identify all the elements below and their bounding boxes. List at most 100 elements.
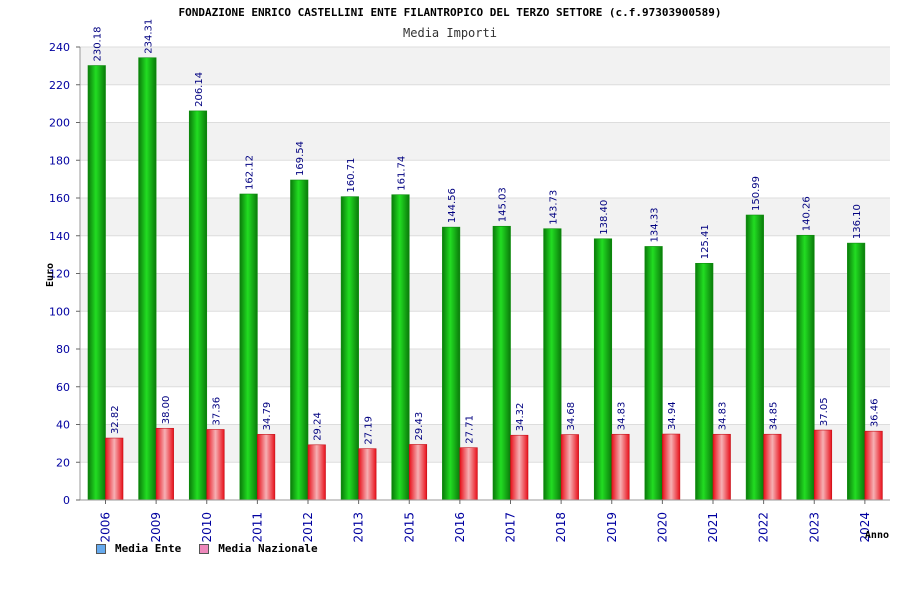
- bar-media-ente: [188, 110, 208, 501]
- bar-media-nazionale: [864, 430, 883, 501]
- x-tick-label: 2019: [605, 512, 619, 543]
- x-tick-label: 2010: [200, 512, 214, 543]
- y-tick-label: 200: [49, 117, 70, 130]
- data-label: 140.26: [802, 196, 813, 231]
- bar-media-ente: [87, 65, 106, 501]
- y-axis: 0 20 40 60 80 100 120 140 160 180 200 220 240: [49, 41, 81, 507]
- data-label: 136.10: [852, 204, 863, 239]
- data-label: 37.36: [212, 397, 223, 426]
- bar-media-nazionale: [813, 429, 833, 501]
- plot-band: [80, 47, 890, 85]
- bar-media-ente: [796, 234, 815, 501]
- legend-item-nazionale: Media Nazionale: [199, 542, 318, 555]
- chart-subtitle: Media Importi: [403, 26, 497, 40]
- data-label: 161.74: [397, 156, 408, 191]
- y-tick-label: 140: [49, 230, 70, 243]
- bar-media-ente: [290, 179, 309, 501]
- data-label: 145.03: [498, 187, 509, 222]
- x-tick-label: 2016: [453, 512, 467, 543]
- data-label: 29.24: [313, 412, 324, 441]
- data-label: 27.71: [465, 415, 476, 444]
- x-axis: 2006 2009 2010 2011 2012 2013 2015 2016 2017 2018…: [80, 499, 890, 543]
- data-label: 206.14: [194, 72, 205, 107]
- data-label: 32.82: [110, 405, 121, 434]
- y-tick-label: 40: [56, 419, 70, 432]
- x-tick-label: 2023: [807, 512, 821, 543]
- bar-media-ente: [847, 242, 866, 501]
- data-label: 34.79: [262, 402, 273, 431]
- plot-band: [80, 84, 890, 123]
- x-tick-label: 2021: [706, 512, 720, 543]
- bar-media-nazionale: [105, 437, 124, 501]
- data-label: 160.71: [346, 158, 357, 193]
- bar-media-ente: [391, 194, 410, 501]
- bar-media-nazionale: [358, 448, 377, 501]
- bar-media-nazionale: [155, 427, 174, 501]
- legend: Media Ente Media Nazionale: [96, 542, 318, 555]
- y-tick-label: 160: [49, 192, 70, 205]
- x-tick-label: 2009: [149, 512, 163, 543]
- bar-media-ente: [745, 214, 764, 501]
- bar-media-ente: [543, 228, 562, 501]
- data-label: 37.05: [819, 397, 830, 426]
- bar-media-nazionale: [206, 429, 225, 501]
- bar-media-ente: [492, 225, 511, 501]
- legend-swatch-nazionale: [199, 543, 210, 554]
- data-label: 230.18: [93, 27, 104, 62]
- x-axis-label: Anno: [865, 530, 889, 541]
- data-label: 36.46: [870, 399, 881, 428]
- x-tick-label: 2015: [402, 512, 416, 543]
- legend-label-nazionale: Media Nazionale: [218, 542, 318, 555]
- data-label: 150.99: [751, 176, 762, 211]
- legend-label-ente: Media Ente: [115, 542, 182, 555]
- bar-media-nazionale: [712, 433, 731, 501]
- chart-title: FONDAZIONE ENRICO CASTELLINI ENTE FILANT…: [178, 6, 721, 19]
- data-label: 34.83: [718, 402, 729, 431]
- data-label: 138.40: [599, 200, 610, 235]
- y-tick-label: 240: [49, 41, 70, 54]
- x-tick-label: 2006: [99, 512, 113, 543]
- bar-media-ente: [442, 226, 461, 501]
- plot-band: [80, 122, 890, 161]
- x-tick-label: 2011: [250, 512, 264, 543]
- data-label: 144.56: [447, 188, 458, 223]
- bar-media-ente: [340, 196, 359, 501]
- data-label: 34.94: [667, 401, 678, 430]
- y-tick-label: 220: [49, 79, 70, 92]
- x-tick-label: 2012: [301, 512, 315, 543]
- x-tick-label: 2018: [554, 512, 568, 543]
- y-tick-label: 80: [56, 343, 70, 356]
- bar-media-nazionale: [611, 433, 630, 501]
- x-tick-label: 2024: [858, 512, 872, 543]
- data-label: 29.43: [414, 412, 425, 441]
- bar-media-ente: [644, 246, 663, 501]
- data-label: 27.19: [363, 416, 374, 445]
- x-tick-label: 2022: [757, 512, 771, 543]
- y-tick-label: 120: [49, 268, 70, 281]
- data-label: 38.00: [161, 396, 172, 425]
- data-label: 134.33: [650, 207, 661, 242]
- y-tick-label: 60: [56, 381, 70, 394]
- legend-item-ente: Media Ente: [96, 542, 181, 555]
- data-label: 169.54: [295, 141, 306, 176]
- bar-media-nazionale: [662, 433, 681, 501]
- data-label: 234.31: [143, 19, 154, 54]
- y-tick-label: 100: [49, 305, 70, 318]
- data-label: 143.73: [548, 190, 559, 225]
- data-label: 125.41: [700, 224, 711, 259]
- legend-swatch-ente: [96, 543, 106, 554]
- x-tick-label: 2020: [655, 512, 669, 543]
- x-tick-label: 2013: [352, 512, 366, 543]
- bar-media-nazionale: [560, 434, 579, 501]
- y-tick-label: 20: [56, 456, 70, 469]
- bar-media-nazionale: [257, 434, 276, 501]
- bar-media-nazionale: [510, 434, 529, 501]
- data-label: 34.68: [566, 402, 577, 431]
- data-label: 162.12: [245, 155, 256, 190]
- plot-band: [80, 160, 890, 198]
- bars: 230.18 234.31 206.14 162.12 169.54 160.71 161.…: [87, 19, 883, 501]
- y-tick-label: 180: [49, 154, 70, 167]
- x-tick-label: 2017: [504, 512, 518, 543]
- data-label: 34.32: [515, 403, 526, 432]
